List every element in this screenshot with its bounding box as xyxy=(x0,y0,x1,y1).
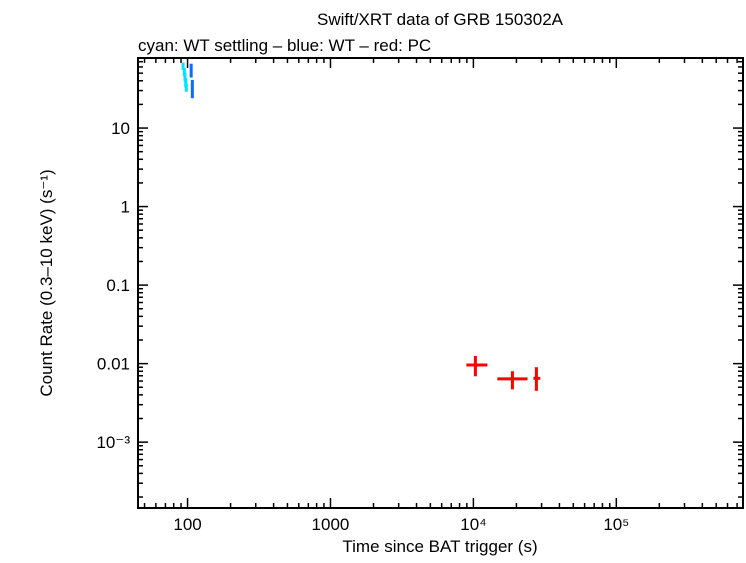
x-tick-label: 10⁵ xyxy=(603,515,629,534)
y-tick-label: 0.1 xyxy=(106,276,130,295)
y-tick-label: 10⁻³ xyxy=(96,433,130,452)
y-tick-label: 0.01 xyxy=(97,355,130,374)
data-point xyxy=(184,83,188,92)
x-tick-label: 10⁴ xyxy=(460,515,486,534)
data-point xyxy=(497,371,528,390)
x-tick-label: 1000 xyxy=(312,515,350,534)
series-wt-settling xyxy=(181,62,188,92)
y-tick-label: 10 xyxy=(111,119,130,138)
data-point xyxy=(533,367,541,391)
chart-subtitle: cyan: WT settling – blue: WT – red: PC xyxy=(138,36,431,55)
series-pc xyxy=(466,356,541,391)
data-point xyxy=(466,356,488,377)
y-tick-label: 1 xyxy=(121,198,130,217)
x-tick-label: 100 xyxy=(173,515,201,534)
y-axis-label: Count Rate (0.3–10 keV) (s⁻¹) xyxy=(37,169,56,396)
series-wt xyxy=(189,63,194,99)
x-axis-label: Time since BAT trigger (s) xyxy=(342,537,537,556)
plot-frame xyxy=(137,57,744,509)
data-point xyxy=(190,79,194,99)
data-point xyxy=(189,63,193,78)
chart-title: Swift/XRT data of GRB 150302A xyxy=(317,10,564,29)
